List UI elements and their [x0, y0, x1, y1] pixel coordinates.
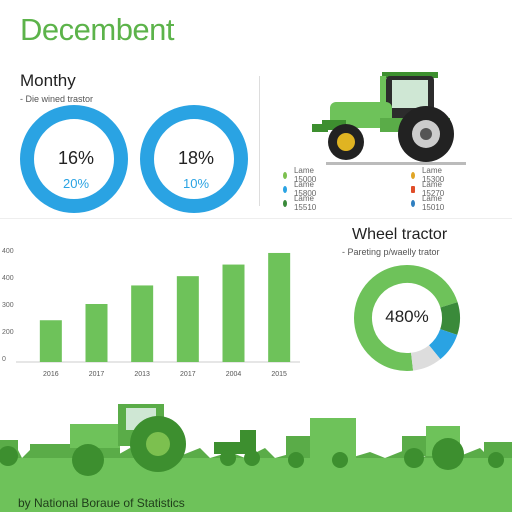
bar	[268, 252, 291, 362]
legend-item: Lame 15300	[411, 166, 447, 184]
donut-slice	[428, 328, 458, 360]
monthly-rings	[20, 105, 248, 213]
legend-swatch	[411, 171, 415, 179]
bar	[85, 304, 108, 362]
donut-slice	[440, 302, 460, 335]
legend-item: Lame 15270	[411, 180, 447, 198]
donut-slice	[354, 265, 458, 371]
legend-label: Lame 15010	[421, 194, 445, 212]
ring-2	[140, 105, 248, 213]
donut-slice	[410, 344, 441, 371]
tractor-illustration	[312, 72, 466, 165]
legend-swatch	[283, 199, 287, 207]
section-divider	[259, 76, 260, 206]
bar	[131, 285, 154, 362]
bar	[222, 264, 245, 362]
y-tick-label: 200	[2, 329, 14, 336]
y-tick-label: 300	[2, 302, 14, 309]
y-tick-label: 400	[2, 275, 14, 282]
farm-scene-illustration	[0, 404, 512, 496]
legend-label: Lame 15800	[293, 180, 317, 198]
ring-1	[20, 105, 128, 213]
x-tick-label: 2013	[134, 371, 150, 378]
legend-item: Lame 15000	[283, 166, 319, 184]
page-title: Decembent	[20, 12, 175, 47]
wheel-tractor-subtitle: - Pareting p/waelly trator	[342, 247, 440, 257]
legend-label: Lame 15000	[293, 166, 317, 184]
wheel-tractor-donut	[354, 265, 460, 371]
x-tick-label: 2017	[180, 371, 196, 378]
ring-2-sublabel: 10%	[182, 176, 210, 191]
wheel-tractor-title: Wheel tractor	[352, 226, 448, 243]
ring-1-sublabel: 20%	[62, 176, 90, 191]
legend-item: Lame 15800	[283, 180, 319, 198]
footer-bar	[0, 494, 512, 512]
y-tick-label: 400	[2, 248, 14, 255]
x-tick-label: 2017	[89, 371, 105, 378]
bar	[176, 276, 199, 362]
bar	[39, 320, 62, 362]
legend-item: Lame 15010	[411, 194, 447, 212]
legend-swatch	[283, 171, 287, 179]
legend-label: Lame 15510	[293, 194, 317, 212]
footer-source: by National Boraue of Statistics	[18, 496, 185, 510]
ring-2-value: 18%	[177, 148, 215, 168]
ring-1-value: 16%	[57, 148, 95, 168]
bar-chart: 400 400 300 200 0 2016 2017 2013 2017 2004 2015	[2, 248, 300, 378]
x-tick-label: 2016	[43, 371, 59, 378]
x-tick-label: 2004	[226, 371, 242, 378]
monthly-subtitle: - Die wined trastor	[20, 94, 94, 104]
legend-item: Lame 15510	[283, 194, 319, 212]
donut-center-label: 480%	[385, 307, 429, 326]
section-divider	[0, 218, 512, 219]
legend-swatch	[411, 185, 415, 193]
legend-label: Lame 15270	[421, 180, 445, 198]
legend-swatch	[283, 185, 287, 193]
legend-swatch	[411, 199, 415, 207]
y-tick-label: 0	[2, 356, 6, 363]
legend-label: Lame 15300	[421, 166, 445, 184]
monthly-title: Monthy	[20, 71, 76, 90]
x-tick-label: 2015	[271, 371, 287, 378]
